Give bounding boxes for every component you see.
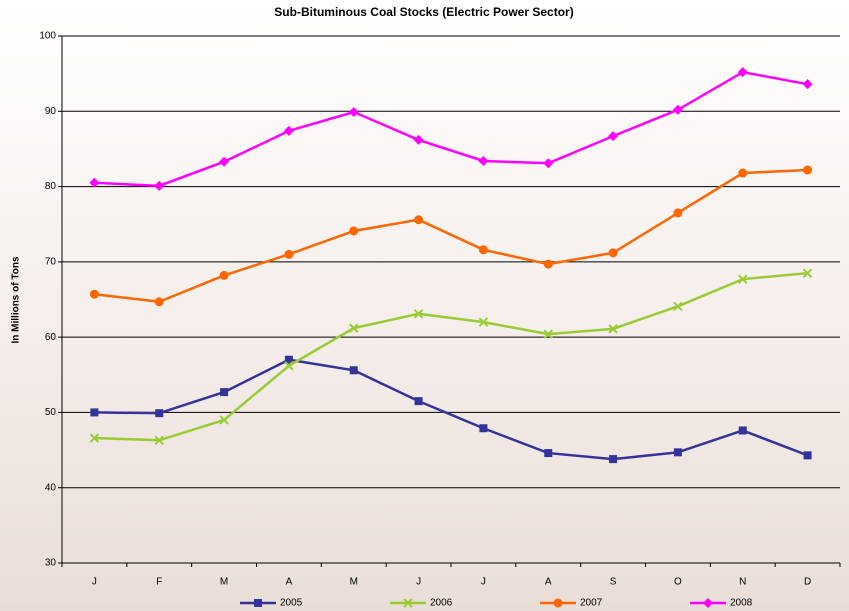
y-tick-label: 90 <box>45 106 57 117</box>
x-tick-label: A <box>545 577 552 588</box>
y-tick-label: 70 <box>45 256 57 267</box>
point <box>803 165 813 175</box>
point <box>738 168 748 178</box>
chart-title: Sub-Bituminous Coal Stocks (Electric Pow… <box>274 5 573 19</box>
point <box>219 415 229 425</box>
y-tick-label: 30 <box>45 558 57 569</box>
point <box>220 388 229 397</box>
x-tick-label: O <box>674 577 682 588</box>
x-tick-label: J <box>416 577 421 588</box>
y-tick-label: 80 <box>45 181 57 192</box>
y-tick-label: 40 <box>45 482 57 493</box>
point <box>543 158 554 169</box>
y-tick-label: 100 <box>39 31 56 42</box>
point <box>608 248 618 258</box>
point <box>543 259 553 269</box>
point <box>219 270 229 280</box>
x-tick-label: N <box>739 577 746 588</box>
legend-label: 2007 <box>580 598 603 609</box>
x-tick-label: S <box>610 577 617 588</box>
point <box>609 455 618 464</box>
point <box>737 67 748 78</box>
point <box>802 268 813 278</box>
point <box>154 435 164 445</box>
point <box>90 408 99 417</box>
y-tick-label: 60 <box>45 332 57 343</box>
point <box>673 301 683 311</box>
x-tick-label: D <box>804 577 811 588</box>
x-tick-label: M <box>220 577 228 588</box>
point <box>608 324 618 334</box>
line <box>94 168 808 304</box>
point <box>478 245 488 255</box>
point <box>155 409 164 418</box>
point <box>154 180 165 191</box>
point <box>803 451 812 460</box>
x-tick-label: F <box>156 577 162 588</box>
point <box>479 424 488 433</box>
x-tick-label: M <box>350 577 358 588</box>
legend-label: 2005 <box>280 598 303 609</box>
legend-marker <box>703 598 713 608</box>
legend-marker <box>403 598 413 608</box>
point <box>349 366 358 375</box>
point <box>89 289 99 299</box>
legend-marker <box>553 598 563 608</box>
point <box>89 433 100 443</box>
point <box>413 309 424 319</box>
line <box>94 358 809 461</box>
point <box>219 156 230 167</box>
point <box>478 155 489 166</box>
x-tick-label: J <box>481 577 486 588</box>
point <box>544 449 553 458</box>
point <box>738 274 748 284</box>
y-axis-label: In Millions of Tons <box>11 256 22 343</box>
point <box>283 125 294 136</box>
point <box>348 107 359 118</box>
line <box>94 271 808 442</box>
point <box>673 208 683 218</box>
point <box>738 426 747 435</box>
x-tick-label: A <box>286 577 293 588</box>
line <box>94 70 808 188</box>
point <box>414 215 424 225</box>
point <box>672 104 683 115</box>
point <box>673 448 682 457</box>
point <box>543 329 553 339</box>
point <box>89 177 100 188</box>
point <box>414 397 423 406</box>
y-tick-label: 50 <box>45 407 57 418</box>
point <box>413 134 424 145</box>
point <box>802 79 813 90</box>
point <box>608 131 619 142</box>
legend-label: 2006 <box>430 598 453 609</box>
point <box>478 317 489 327</box>
point <box>349 226 359 236</box>
x-tick-label: J <box>92 577 97 588</box>
point <box>284 361 294 371</box>
point <box>284 249 294 259</box>
legend-label: 2008 <box>730 598 753 609</box>
point <box>154 297 164 307</box>
point <box>284 355 293 364</box>
legend-marker <box>254 599 262 607</box>
point <box>349 323 359 333</box>
